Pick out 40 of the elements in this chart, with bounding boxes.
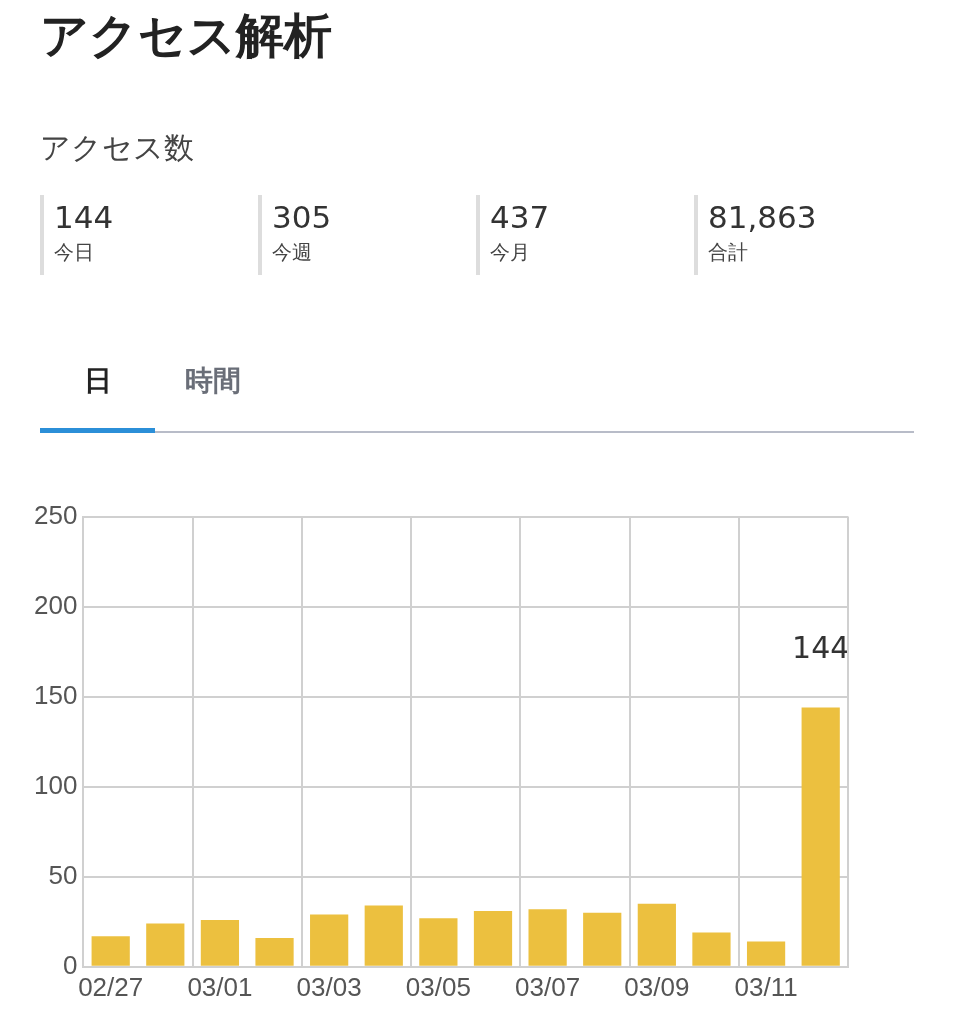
bar [419,918,458,966]
bar [310,914,349,966]
x-tick-label: 03/07 [515,971,581,1002]
text: 今月 [490,239,531,266]
text: 日 [82,363,113,399]
bar [528,909,567,966]
y-tick-label: 100 [33,769,78,800]
text: 今週 [272,239,313,266]
bar [583,912,622,966]
text: 今日 [54,239,95,266]
bar [692,932,731,966]
y-tick-label: 0 [62,949,78,980]
bar [91,936,130,966]
text: アクセス数 [40,129,194,167]
y-tick-label: 150 [33,679,78,710]
y-tick-label: 200 [33,589,78,620]
bar [473,910,513,966]
text: 合計 [708,239,749,266]
bar [364,905,403,966]
x-tick-label: 03/01 [187,971,253,1002]
x-tick-label: 03/05 [405,971,471,1002]
bar [637,903,676,966]
bar [746,941,786,966]
text: 437 [490,198,551,237]
text: 144 [54,198,115,237]
x-tick-label: 03/09 [624,971,690,1002]
bar [146,923,185,966]
bar [255,937,294,966]
x-tick-label: 02/27 [78,971,144,1002]
y-tick-label: 250 [33,499,78,530]
text: 時間 [183,363,242,399]
text: アクセス解析 [40,6,332,65]
text: 81,863 [708,198,818,237]
x-tick-label: 03/11 [734,971,798,1002]
y-tick-label: 50 [48,859,78,890]
x-tick-label: 03/03 [296,971,362,1002]
bar [200,919,240,966]
text: 305 [272,198,333,237]
bar [801,707,840,966]
data-label: 144 [792,630,850,666]
